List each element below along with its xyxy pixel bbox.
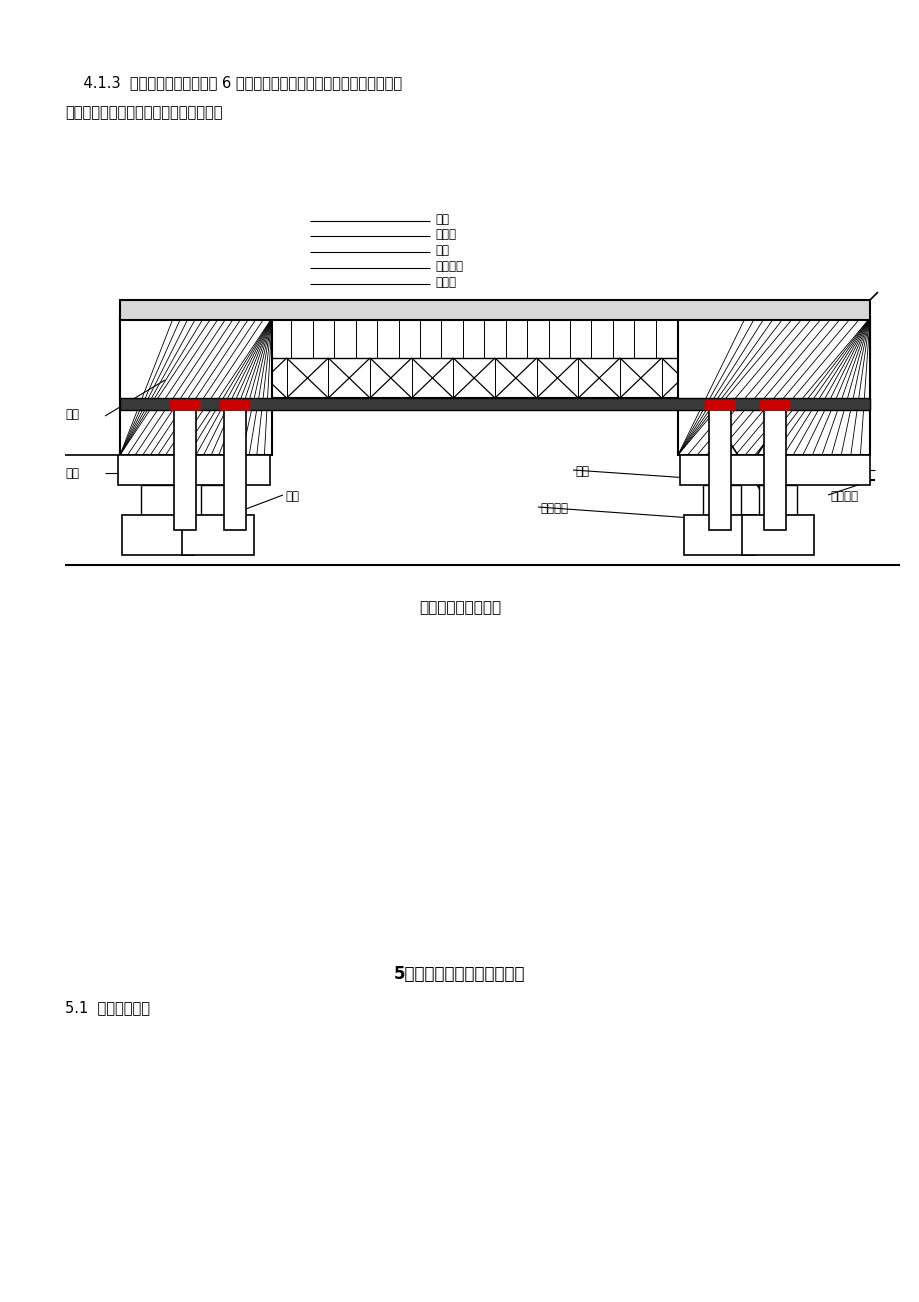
Text: 基础: 基础 — [285, 490, 299, 503]
Bar — [141, 486, 179, 516]
Bar — [170, 400, 199, 410]
Text: 5.1  施工工艺流程: 5.1 施工工艺流程 — [65, 1000, 150, 1016]
Text: 4.1.3  钢管立柱垂直方向每隔 6 米在平面上设置了平面联系，减小了钢管立: 4.1.3 钢管立柱垂直方向每隔 6 米在平面上设置了平面联系，减小了钢管立 — [65, 76, 402, 90]
Bar — [763, 410, 785, 530]
Text: 钢管立柱: 钢管立柱 — [539, 503, 567, 516]
Bar — [200, 486, 239, 516]
Text: 承台: 承台 — [65, 467, 79, 480]
Text: 箱梁: 箱梁 — [435, 214, 448, 227]
Text: 贝雷支架总体布置图: 贝雷支架总体布置图 — [418, 600, 501, 615]
Bar — [119, 398, 869, 410]
Text: 方木: 方木 — [435, 243, 448, 256]
Text: 柱的自长度，增加了钢管立柱的整体性。: 柱的自长度，增加了钢管立柱的整体性。 — [65, 105, 222, 120]
Bar — [758, 486, 796, 516]
Bar — [174, 410, 196, 530]
Text: 横梁: 横梁 — [574, 465, 588, 478]
Bar — [220, 400, 250, 410]
Bar — [182, 516, 254, 555]
Bar — [742, 516, 813, 555]
Bar — [122, 516, 194, 555]
Bar — [704, 400, 734, 410]
Bar — [709, 410, 731, 530]
Text: 竹胶板: 竹胶板 — [435, 228, 456, 241]
Bar — [119, 318, 869, 398]
Bar — [759, 400, 789, 410]
Bar — [683, 516, 755, 555]
Text: 墩柱: 墩柱 — [65, 408, 79, 421]
Text: 贝雷片: 贝雷片 — [435, 276, 456, 289]
Bar — [677, 318, 869, 454]
Text: 槽钢联系: 槽钢联系 — [829, 490, 857, 503]
Bar — [679, 454, 869, 486]
Bar — [223, 410, 245, 530]
Text: 钢管支架: 钢管支架 — [435, 260, 462, 273]
Bar — [118, 454, 269, 486]
Bar — [119, 299, 869, 320]
Bar — [119, 318, 272, 454]
Text: 5、施工工艺流程及操作要点: 5、施工工艺流程及操作要点 — [394, 965, 525, 983]
Bar — [702, 486, 740, 516]
